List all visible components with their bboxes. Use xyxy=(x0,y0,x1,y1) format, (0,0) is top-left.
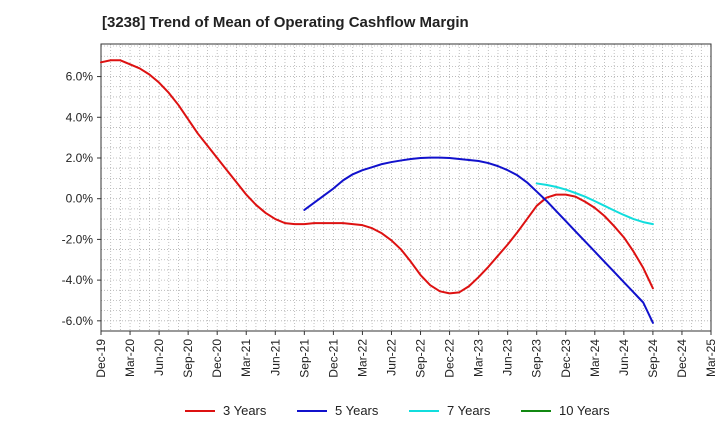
x-tick-label: Dec-19 xyxy=(94,339,108,378)
x-tick-label: Sep-22 xyxy=(414,339,428,378)
x-tick-label: Dec-23 xyxy=(559,339,573,378)
x-tick-label: Sep-23 xyxy=(530,339,544,378)
y-tick-label: 0.0% xyxy=(66,192,94,206)
series-line-3-years xyxy=(100,59,654,295)
legend-label: 10 Years xyxy=(559,403,610,418)
x-tick-label: Jun-20 xyxy=(152,339,166,376)
y-tick-label: 6.0% xyxy=(66,70,94,84)
x-tick-label: Mar-20 xyxy=(123,339,137,377)
x-tick-label: Jun-22 xyxy=(384,339,398,376)
chart-title: [3238] Trend of Mean of Operating Cashfl… xyxy=(102,14,469,31)
x-tick-label: Mar-25 xyxy=(704,339,718,377)
y-tick-label: -6.0% xyxy=(62,314,94,328)
plot-frame xyxy=(100,43,712,332)
series-line-5-years xyxy=(303,156,654,324)
x-tick-label: Sep-21 xyxy=(297,339,311,378)
x-tick-label: Jun-21 xyxy=(268,339,282,376)
x-tick-label: Dec-21 xyxy=(326,339,340,378)
x-tick-label: Dec-24 xyxy=(675,339,689,378)
legend-label: 3 Years xyxy=(223,403,267,418)
x-tick-label: Mar-22 xyxy=(355,339,369,377)
y-tick-label: -4.0% xyxy=(62,273,94,287)
x-tick-label: Jun-24 xyxy=(617,339,631,376)
x-tick-label: Jun-23 xyxy=(501,339,515,376)
y-tick-label: 2.0% xyxy=(66,151,94,165)
y-tick-label: -2.0% xyxy=(62,232,94,246)
legend-label: 7 Years xyxy=(447,403,491,418)
x-tick-label: Mar-24 xyxy=(588,339,602,377)
x-tick-label: Dec-20 xyxy=(210,339,224,378)
x-tick-label: Mar-23 xyxy=(472,339,486,377)
x-tick-label: Dec-22 xyxy=(443,339,457,378)
x-tick-label: Mar-21 xyxy=(239,339,253,377)
y-tick-label: 4.0% xyxy=(66,110,94,124)
series-line-7-years xyxy=(535,182,654,226)
legend-label: 5 Years xyxy=(335,403,379,418)
x-tick-label: Sep-24 xyxy=(646,339,660,378)
x-tick-label: Sep-20 xyxy=(181,339,195,378)
